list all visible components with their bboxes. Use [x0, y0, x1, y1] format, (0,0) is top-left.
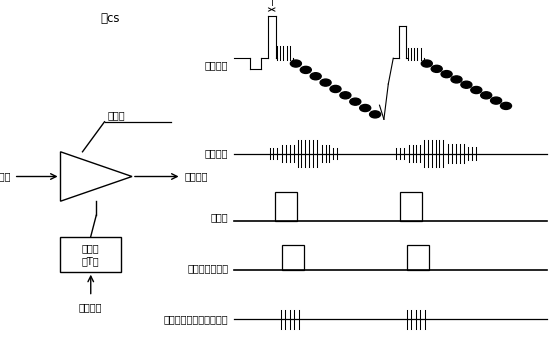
- Circle shape: [330, 85, 341, 92]
- Circle shape: [320, 79, 331, 86]
- Circle shape: [461, 81, 472, 88]
- Circle shape: [300, 66, 311, 73]
- Circle shape: [370, 111, 381, 118]
- Bar: [60, 237, 121, 272]
- Circle shape: [421, 60, 432, 67]
- Circle shape: [441, 71, 452, 78]
- Circle shape: [471, 86, 482, 94]
- Bar: [400, 192, 422, 221]
- Text: 行脉冲入: 行脉冲入: [79, 302, 102, 312]
- Text: 色同步出: 色同步出: [184, 172, 208, 181]
- Text: T: T: [269, 0, 274, 8]
- Circle shape: [481, 92, 492, 99]
- Text: 延时器: 延时器: [82, 243, 100, 253]
- Text: 色度信号: 色度信号: [0, 172, 11, 181]
- Text: 门电路: 门电路: [107, 110, 125, 120]
- Text: （T）: （T）: [82, 256, 100, 266]
- Bar: [282, 245, 304, 270]
- Circle shape: [451, 76, 462, 83]
- Circle shape: [350, 98, 361, 105]
- Circle shape: [310, 73, 321, 80]
- Text: 图cs: 图cs: [100, 12, 120, 25]
- Bar: [275, 192, 297, 221]
- Text: 色度信号: 色度信号: [205, 149, 228, 158]
- Text: 经延时的行脉冲: 经延时的行脉冲: [187, 263, 228, 273]
- Circle shape: [500, 102, 512, 109]
- Text: 视频信号: 视频信号: [205, 60, 228, 70]
- Circle shape: [290, 60, 301, 67]
- Circle shape: [491, 97, 502, 104]
- Bar: [407, 245, 429, 270]
- Text: 门电路输出的色同步信号: 门电路输出的色同步信号: [164, 315, 228, 324]
- Text: 行脉冲: 行脉冲: [211, 212, 228, 222]
- Circle shape: [431, 65, 442, 72]
- Circle shape: [360, 104, 371, 112]
- Circle shape: [340, 92, 351, 99]
